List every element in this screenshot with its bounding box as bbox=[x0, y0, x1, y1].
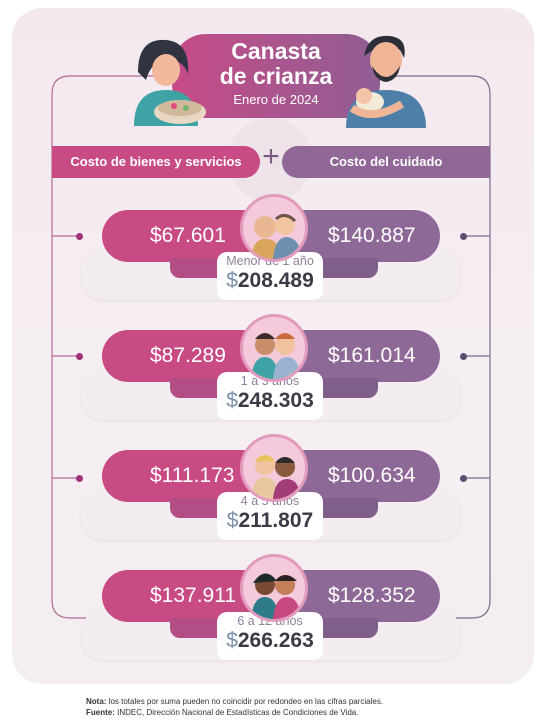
older-children-avatar bbox=[240, 554, 308, 622]
connector-dot bbox=[76, 233, 83, 240]
total-amount: 208.489 bbox=[237, 269, 314, 292]
note-text: los totales por suma pueden no coincidir… bbox=[108, 697, 384, 706]
connector-dot bbox=[460, 475, 467, 482]
title-box: Canasta de crianza Enero de 2024 bbox=[172, 34, 380, 118]
connector-dot bbox=[460, 233, 467, 240]
note-line: Nota: los totales por suma pueden no coi… bbox=[86, 696, 383, 707]
toddlers-avatar bbox=[240, 314, 308, 382]
babies-avatar bbox=[240, 194, 308, 262]
title-line-2: de crianza bbox=[219, 63, 333, 89]
row-under-1: $67.601 $140.887 Menor de 1 año $208.489 bbox=[82, 194, 460, 318]
total-box: 6 a 12 años $266.263 bbox=[217, 612, 323, 660]
total-value: $266.263 bbox=[217, 629, 323, 653]
source-text: INDEC, Dirección Nacional de Estadística… bbox=[117, 708, 359, 717]
woman-cooking-illustration bbox=[134, 39, 206, 126]
footnotes: Nota: los totales por suma pueden no coi… bbox=[86, 696, 383, 718]
source-label: Fuente: bbox=[86, 708, 115, 717]
connector-dot bbox=[460, 353, 467, 360]
currency-sign: $ bbox=[226, 509, 239, 532]
total-amount: 266.263 bbox=[237, 629, 314, 652]
connector-dot bbox=[76, 475, 83, 482]
title-line-1: Canasta bbox=[231, 38, 321, 64]
man-holding-baby-illustration bbox=[346, 35, 426, 128]
total-amount: 211.807 bbox=[238, 509, 314, 532]
care-column-header: Costo del cuidado bbox=[282, 146, 490, 178]
currency-sign: $ bbox=[226, 629, 238, 652]
currency-sign: $ bbox=[226, 269, 238, 292]
total-value: $208.489 bbox=[217, 269, 323, 293]
goods-column-header: Costo de bienes y servicios bbox=[52, 146, 260, 178]
period-label: Enero de 2024 bbox=[233, 92, 319, 107]
note-label: Nota: bbox=[86, 697, 107, 706]
total-amount: 248.303 bbox=[237, 389, 314, 412]
total-value: $248.303 bbox=[217, 389, 323, 413]
currency-sign: $ bbox=[226, 389, 238, 412]
connector-dot bbox=[76, 353, 83, 360]
source-line: Fuente: INDEC, Dirección Nacional de Est… bbox=[86, 707, 383, 718]
row-6-12: $137.911 $128.352 6 a 12 años $266.263 bbox=[82, 554, 460, 678]
row-1-3: $87.289 $161.014 1 a 3 años $248.303 bbox=[82, 314, 460, 438]
plus-sign: + bbox=[262, 140, 280, 173]
children-avatar bbox=[240, 434, 308, 502]
row-4-5: $111.173 $100.634 4 a 5 años $211.807 bbox=[82, 434, 460, 558]
total-value: $211.807 bbox=[217, 509, 323, 533]
